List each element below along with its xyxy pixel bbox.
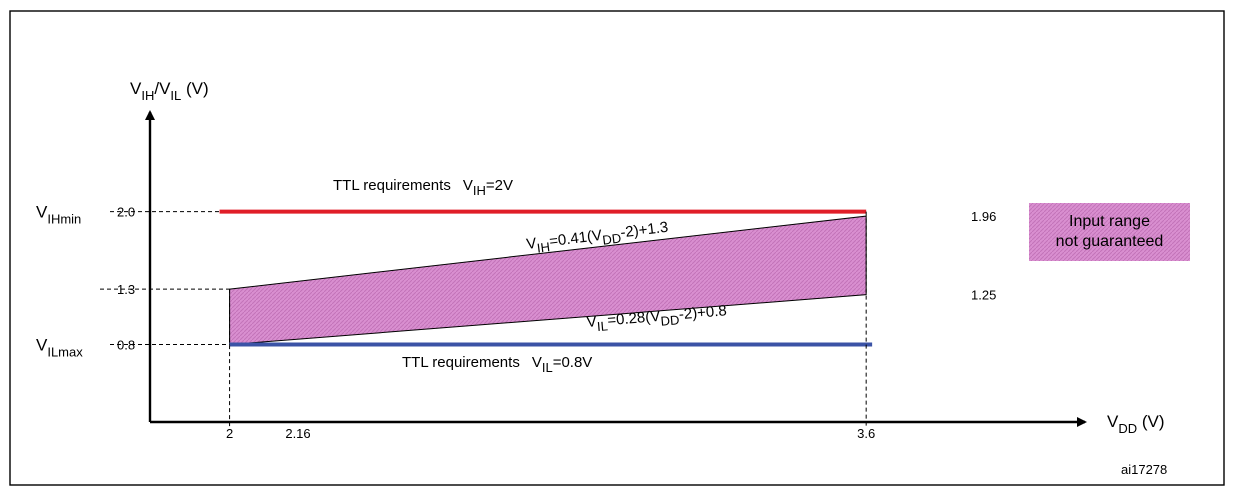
- ttl-vih-label: TTL requirements VIH=2V: [333, 177, 513, 198]
- legend-swatch: [1029, 203, 1190, 261]
- x-tick-label: 2.16: [285, 426, 310, 441]
- x-tick-label: 3.6: [857, 426, 875, 441]
- ttl-vil-label: TTL requirements VIL=0.8V: [402, 354, 592, 375]
- figure-id: ai17278: [1121, 462, 1167, 477]
- guide-lines: [100, 211, 867, 428]
- y-tick-label: 0.8: [117, 338, 135, 353]
- vih-formula-label: VIH=0.41(VDD-2)+1.3: [525, 219, 669, 257]
- legend-label-line1: Input range: [1069, 213, 1150, 230]
- legend-label-line2: not guaranteed: [1055, 233, 1164, 250]
- y-tick-name-vihmin: VIHmin: [36, 203, 81, 227]
- y-tick-label: 1.3: [117, 282, 135, 297]
- annotation-1-96: 1.96: [971, 209, 996, 224]
- x-axis-label: VDD (V): [1107, 412, 1165, 436]
- figure-frame: [9, 10, 1225, 486]
- legend: Input range not guaranteed: [1029, 203, 1190, 261]
- y-tick-name-vilmax: VILmax: [36, 336, 83, 360]
- vil-formula-label: VIL=0.28(VDD-2)+0.8: [586, 302, 728, 335]
- annotation-1-25: 1.25: [971, 288, 996, 303]
- y-tick-label: 2.0: [117, 205, 135, 220]
- y-axis-label: VIH/VIL (V): [130, 79, 209, 103]
- x-tick-label: 2: [226, 426, 233, 441]
